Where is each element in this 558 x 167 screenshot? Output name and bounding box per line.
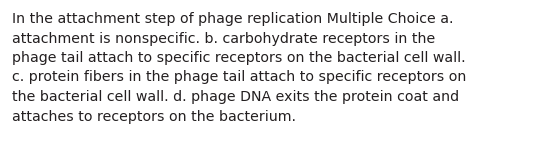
Text: In the attachment step of phage replication Multiple Choice a.
attachment is non: In the attachment step of phage replicat… <box>12 12 466 124</box>
